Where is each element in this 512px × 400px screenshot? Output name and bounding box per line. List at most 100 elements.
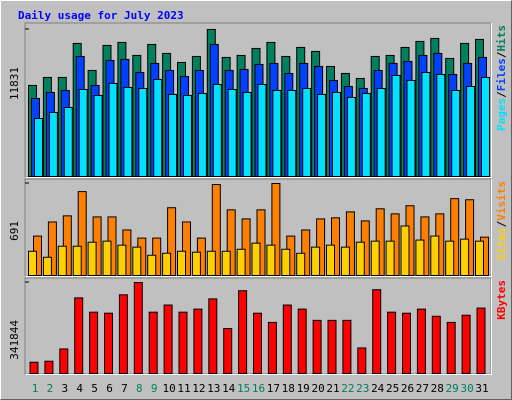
bar: [167, 207, 177, 276]
x-tick-label: 9: [151, 382, 158, 395]
bar: [466, 85, 476, 177]
bar: [346, 96, 356, 177]
bar: [251, 242, 261, 276]
y-tick-label: 341844: [8, 320, 21, 360]
bar: [391, 74, 401, 177]
bar: [63, 106, 73, 177]
legend-entry: Pages: [495, 98, 508, 131]
bar: [238, 290, 248, 374]
bar: [332, 91, 341, 177]
x-tick-label: 4: [76, 382, 83, 395]
x-tick-label: 11: [177, 382, 190, 395]
bar: [168, 93, 178, 177]
bar: [223, 328, 233, 375]
bar: [342, 319, 352, 374]
x-tick-label: 28: [431, 382, 444, 395]
bar: [400, 225, 410, 277]
bar: [357, 347, 367, 374]
x-tick-label: 5: [91, 382, 98, 395]
bar: [361, 92, 371, 177]
bar: [226, 209, 236, 276]
x-tick-label: 22: [341, 382, 354, 395]
bar: [138, 87, 148, 177]
bar: [148, 311, 158, 374]
bar: [340, 246, 350, 277]
bar: [102, 240, 112, 277]
x-tick-label: 30: [460, 382, 473, 395]
bar: [355, 241, 365, 276]
bar: [206, 250, 216, 276]
bar: [370, 240, 380, 277]
bar: [123, 86, 133, 177]
y-tick-label: 691: [8, 221, 21, 241]
bar: [191, 251, 201, 277]
bar: [257, 83, 267, 177]
bar: [44, 360, 54, 374]
x-tick-label: 7: [121, 382, 128, 395]
bar: [267, 321, 277, 375]
bar: [87, 241, 97, 276]
bar: [296, 252, 306, 277]
bar: [183, 94, 192, 177]
bar: [74, 297, 84, 374]
bar: [345, 211, 355, 276]
x-tick-label: 29: [446, 382, 459, 395]
panel-bevel: [25, 23, 492, 178]
bar: [266, 244, 276, 277]
bar: [476, 307, 486, 375]
bar: [147, 254, 157, 276]
bar: [460, 238, 470, 277]
bar: [47, 221, 57, 276]
bar: [326, 244, 335, 277]
legend: Sites/Visits: [495, 181, 508, 261]
y-tick-label: 11831: [8, 67, 21, 100]
x-tick-label: 23: [356, 382, 369, 395]
panel-bevel: [25, 278, 492, 375]
bar: [118, 294, 128, 375]
bar: [302, 87, 312, 177]
bar: [282, 304, 292, 374]
bar: [312, 319, 322, 374]
bar: [212, 83, 222, 177]
bar: [416, 308, 426, 375]
legend: Pages/Files/Hits: [495, 25, 508, 131]
x-tick-label: 18: [282, 382, 295, 395]
bar: [481, 76, 490, 177]
bar: [57, 245, 67, 277]
bar: [104, 312, 113, 374]
bar: [271, 182, 281, 276]
legend-entry: Visits: [495, 181, 508, 221]
x-tick-label: 24: [371, 382, 385, 395]
bar: [93, 94, 103, 177]
x-tick-label: 25: [386, 382, 399, 395]
bar: [385, 240, 395, 277]
legend: KBytes: [495, 280, 508, 320]
bar: [197, 92, 207, 177]
bar: [372, 289, 382, 374]
bar: [108, 82, 118, 177]
x-tick-label: 10: [162, 382, 175, 395]
bar: [446, 321, 456, 375]
x-tick-label: 15: [237, 382, 250, 395]
bar: [297, 308, 307, 375]
bar: [402, 312, 411, 374]
legend-entry: Hits: [495, 25, 508, 52]
bar: [227, 88, 237, 177]
x-tick-label: 17: [267, 382, 280, 395]
bar: [42, 256, 52, 277]
x-tick-label: 8: [136, 382, 143, 395]
legend-entry: Sites: [495, 227, 508, 260]
bar: [78, 88, 88, 177]
bar: [311, 246, 321, 277]
x-tick-label: 19: [297, 382, 310, 395]
bar: [221, 250, 231, 276]
bar: [451, 89, 461, 177]
bar: [193, 308, 203, 375]
bar: [236, 248, 246, 276]
bar: [387, 311, 397, 374]
bar: [317, 93, 327, 177]
bar: [59, 348, 69, 374]
bar: [89, 311, 99, 374]
bar: [465, 199, 475, 277]
x-tick-label: 1: [32, 382, 39, 395]
